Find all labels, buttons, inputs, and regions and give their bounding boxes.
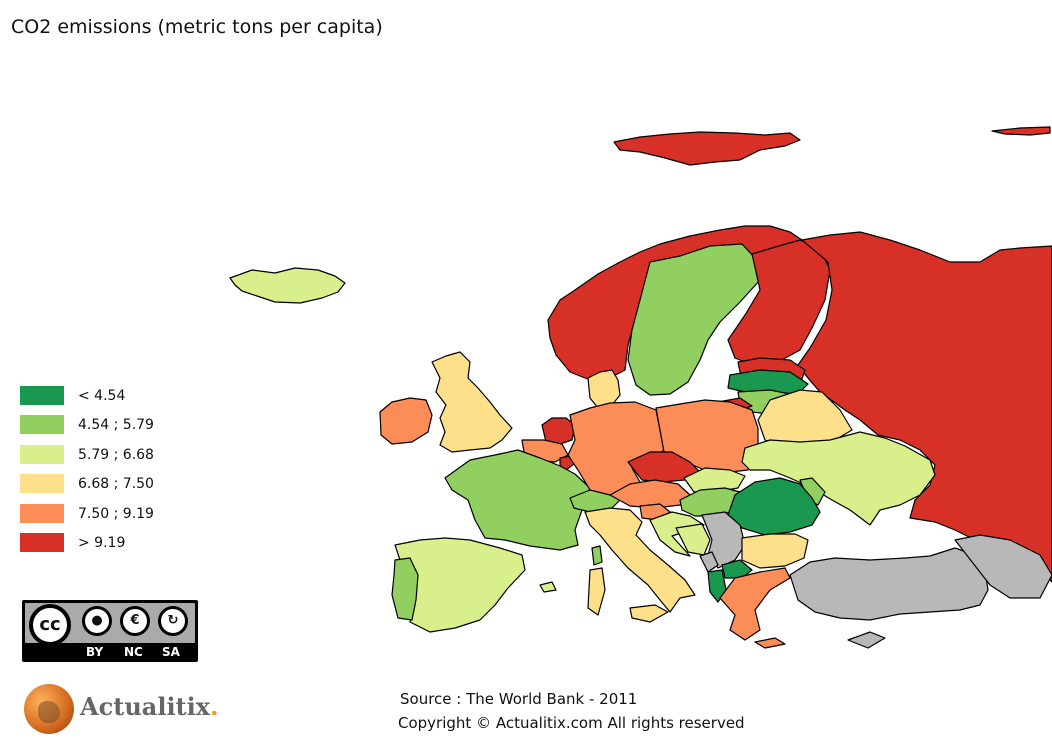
country-crete[interactable] <box>754 637 786 649</box>
actualitix-logo[interactable]: Actualitix. <box>22 676 222 736</box>
country-portugal[interactable] <box>391 557 419 621</box>
source-text: Source : The World Bank - 2011 <box>400 690 638 708</box>
cc-logo-icon: cc <box>29 604 71 646</box>
country-sicily[interactable] <box>629 604 669 623</box>
country-greece[interactable] <box>719 567 791 641</box>
legend-label: 7.50 ; 9.19 <box>78 505 154 522</box>
country-balearic[interactable] <box>539 581 557 593</box>
nc-no-euro-icon: € <box>120 606 150 636</box>
country-denmark[interactable] <box>587 369 621 409</box>
legend-swatch <box>20 444 64 464</box>
country-bosnia[interactable] <box>675 523 711 556</box>
country-italy[interactable] <box>584 507 696 613</box>
country-cyprus[interactable] <box>847 631 886 649</box>
country-uk[interactable] <box>431 351 513 453</box>
country-ireland[interactable] <box>379 397 433 445</box>
country-caucasus[interactable] <box>954 534 1052 599</box>
country-svalbard[interactable] <box>613 131 801 166</box>
cc-by-label: BY <box>86 645 104 659</box>
country-franz-josef[interactable] <box>991 126 1051 136</box>
country-iceland[interactable] <box>229 267 346 304</box>
country-sweden[interactable] <box>627 243 761 396</box>
legend-swatch <box>20 386 64 405</box>
legend-label: < 4.54 <box>78 388 126 404</box>
country-montenegro[interactable] <box>699 551 719 573</box>
country-bulgaria[interactable] <box>741 533 809 569</box>
cc-sa-label: SA <box>162 645 180 659</box>
brand-name-text: Actualitix <box>80 692 211 721</box>
country-corsica[interactable] <box>591 545 603 566</box>
cc-license-badge[interactable]: cc ● € ↻ BY NC SA <box>22 600 198 662</box>
country-ukraine[interactable] <box>741 431 936 526</box>
globe-icon <box>24 684 74 734</box>
cc-nc-label: NC <box>124 645 143 659</box>
legend-label: 4.54 ; 5.79 <box>78 417 154 434</box>
map-title: CO2 emissions (metric tons per capita) <box>11 16 383 38</box>
country-sardinia[interactable] <box>587 567 606 616</box>
legend-swatch <box>20 474 64 494</box>
globe-land <box>38 701 60 723</box>
country-turkey[interactable] <box>789 547 989 621</box>
sa-share-icon: ↻ <box>158 606 188 636</box>
country-macedonia[interactable] <box>721 559 753 579</box>
copyright-text: Copyright © Actualitix.com All rights re… <box>398 714 745 732</box>
legend-label: 6.68 ; 7.50 <box>78 476 154 493</box>
by-person-icon: ● <box>82 606 112 636</box>
brand-name: Actualitix. <box>80 692 218 721</box>
legend-label: > 9.19 <box>78 534 126 551</box>
country-france[interactable] <box>444 449 591 551</box>
legend-swatch <box>20 415 64 435</box>
legend-swatch <box>20 532 64 552</box>
legend-swatch <box>20 503 64 523</box>
brand-dot: . <box>210 692 219 721</box>
legend-label: 5.79 ; 6.68 <box>78 446 154 463</box>
